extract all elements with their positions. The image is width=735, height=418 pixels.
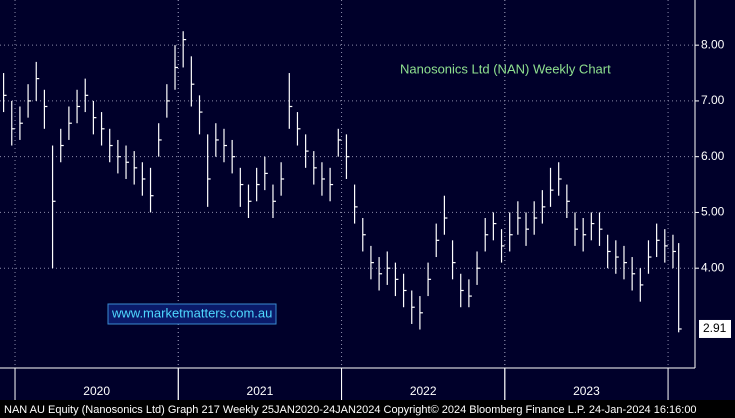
y-tick-label: 5.00 — [701, 205, 725, 219]
x-tick-label: 2023 — [573, 384, 600, 398]
y-tick-label: 7.00 — [701, 93, 725, 107]
y-tick-label: 4.00 — [701, 260, 725, 274]
footer: NAN AU Equity (Nanosonics Ltd) Graph 217… — [4, 404, 697, 416]
x-tick-label: 2022 — [410, 384, 437, 398]
x-tick-label: 2020 — [83, 384, 110, 398]
y-tick-label: 8.00 — [701, 37, 725, 51]
x-tick-label: 2021 — [247, 384, 274, 398]
chart-annotation: Nanosonics Ltd (NAN) Weekly Chart — [400, 61, 611, 76]
watermark-box — [107, 303, 277, 325]
last-price-box — [699, 319, 731, 338]
last-price-label: 2.91 — [703, 321, 727, 335]
y-tick-label: 6.00 — [701, 149, 725, 163]
watermark: www.marketmatters.com.au — [111, 305, 272, 320]
footer-band — [0, 400, 735, 418]
x-axis-band — [0, 368, 735, 400]
